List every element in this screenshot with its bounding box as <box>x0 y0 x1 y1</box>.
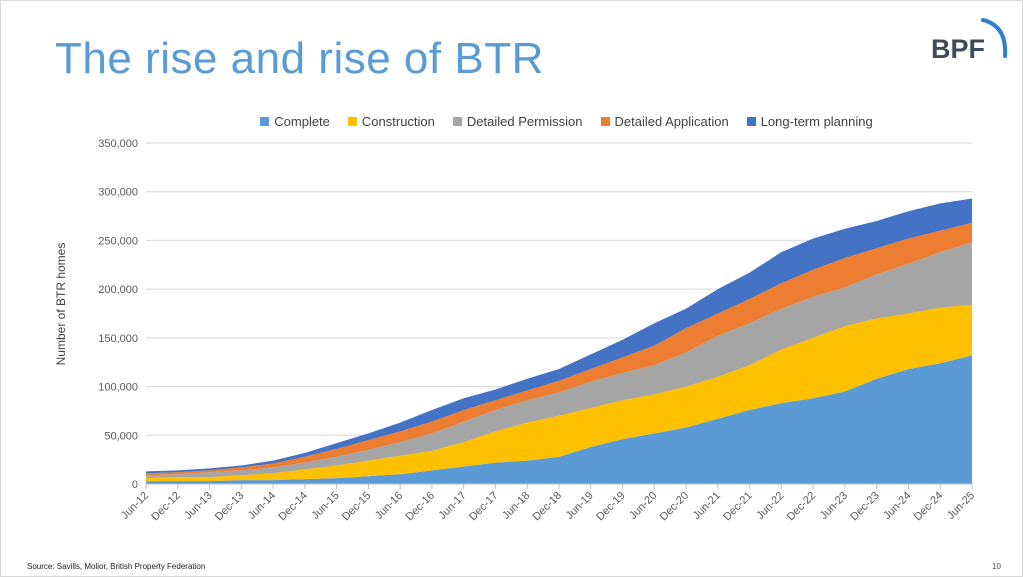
area-complete <box>146 355 972 484</box>
legend-swatch <box>260 117 270 126</box>
legend-item: Complete <box>260 114 330 129</box>
x-tick-label: Dec-20 <box>658 490 692 524</box>
x-tick-label: Jun-18 <box>500 490 532 522</box>
x-tick-label: Jun-16 <box>373 490 405 522</box>
x-tick-label: Jun-13 <box>182 490 214 522</box>
legend-item: Construction <box>347 114 435 129</box>
x-tick-label: Jun-19 <box>564 490 596 522</box>
x-tick-label: Jun-15 <box>309 490 341 522</box>
legend-label: Complete <box>274 114 330 129</box>
legend-item: Detailed Application <box>600 114 729 129</box>
bpf-logo: BPF <box>925 16 1015 66</box>
area-long-term-planning <box>146 198 972 474</box>
y-tick-label: 200,000 <box>98 284 138 296</box>
chart-legend: Complete Construction Detailed Permission D… <box>0 114 1023 129</box>
y-tick-label: 150,000 <box>98 333 138 345</box>
y-tick-label: 0 <box>132 479 138 491</box>
x-tick-label: Dec-18 <box>531 490 565 524</box>
y-tick-label: 300,000 <box>98 187 138 199</box>
area-construction <box>146 304 972 482</box>
legend-swatch <box>600 117 610 126</box>
y-tick-label: 350,000 <box>98 138 138 150</box>
x-tick-label: Jun-17 <box>437 490 469 522</box>
x-tick-label: Dec-14 <box>276 490 310 524</box>
x-tick-label: Jun-20 <box>627 490 659 522</box>
y-tick-label: 100,000 <box>98 382 138 394</box>
legend-label: Detailed Application <box>614 114 729 129</box>
page-number: 10 <box>992 562 1001 571</box>
legend-label: Long-term planning <box>760 114 873 129</box>
x-tick-label: Jun-25 <box>945 490 977 522</box>
x-tick-label: Dec-15 <box>340 490 374 524</box>
y-tick-label: 50,000 <box>104 430 138 442</box>
x-tick-label: Dec-19 <box>594 490 628 524</box>
x-tick-label: Jun-21 <box>691 490 723 522</box>
x-tick-label: Jun-14 <box>246 490 278 522</box>
x-tick-label: Jun-12 <box>119 490 151 522</box>
y-tick-label: 250,000 <box>98 235 138 247</box>
legend-item: Detailed Permission <box>452 114 583 129</box>
slide-title: The rise and rise of BTR <box>55 34 544 83</box>
legend-swatch <box>746 117 756 126</box>
source-note: Source: Savills, Molior, British Propert… <box>27 562 206 571</box>
legend-swatch <box>452 117 462 126</box>
legend-item: Long-term planning <box>746 114 873 129</box>
x-tick-label: Dec-13 <box>213 490 247 524</box>
x-tick-label: Dec-22 <box>785 490 819 524</box>
legend-label: Detailed Permission <box>466 114 583 129</box>
legend-label: Construction <box>361 114 435 129</box>
x-tick-label: Dec-24 <box>912 490 946 524</box>
x-tick-label: Jun-24 <box>881 490 913 522</box>
x-tick-label: Dec-16 <box>403 490 437 524</box>
area-detailed-application <box>146 222 972 476</box>
logo-arc-icon <box>981 18 1008 58</box>
x-tick-label: Dec-21 <box>721 490 755 524</box>
x-tick-label: Jun-23 <box>818 490 850 522</box>
legend-swatch <box>347 117 357 126</box>
x-tick-label: Dec-12 <box>149 490 183 524</box>
logo-text: BPF <box>931 34 985 64</box>
x-tick-label: Jun-22 <box>754 490 786 522</box>
x-tick-label: Dec-23 <box>848 490 882 524</box>
x-tick-label: Dec-17 <box>467 490 501 524</box>
